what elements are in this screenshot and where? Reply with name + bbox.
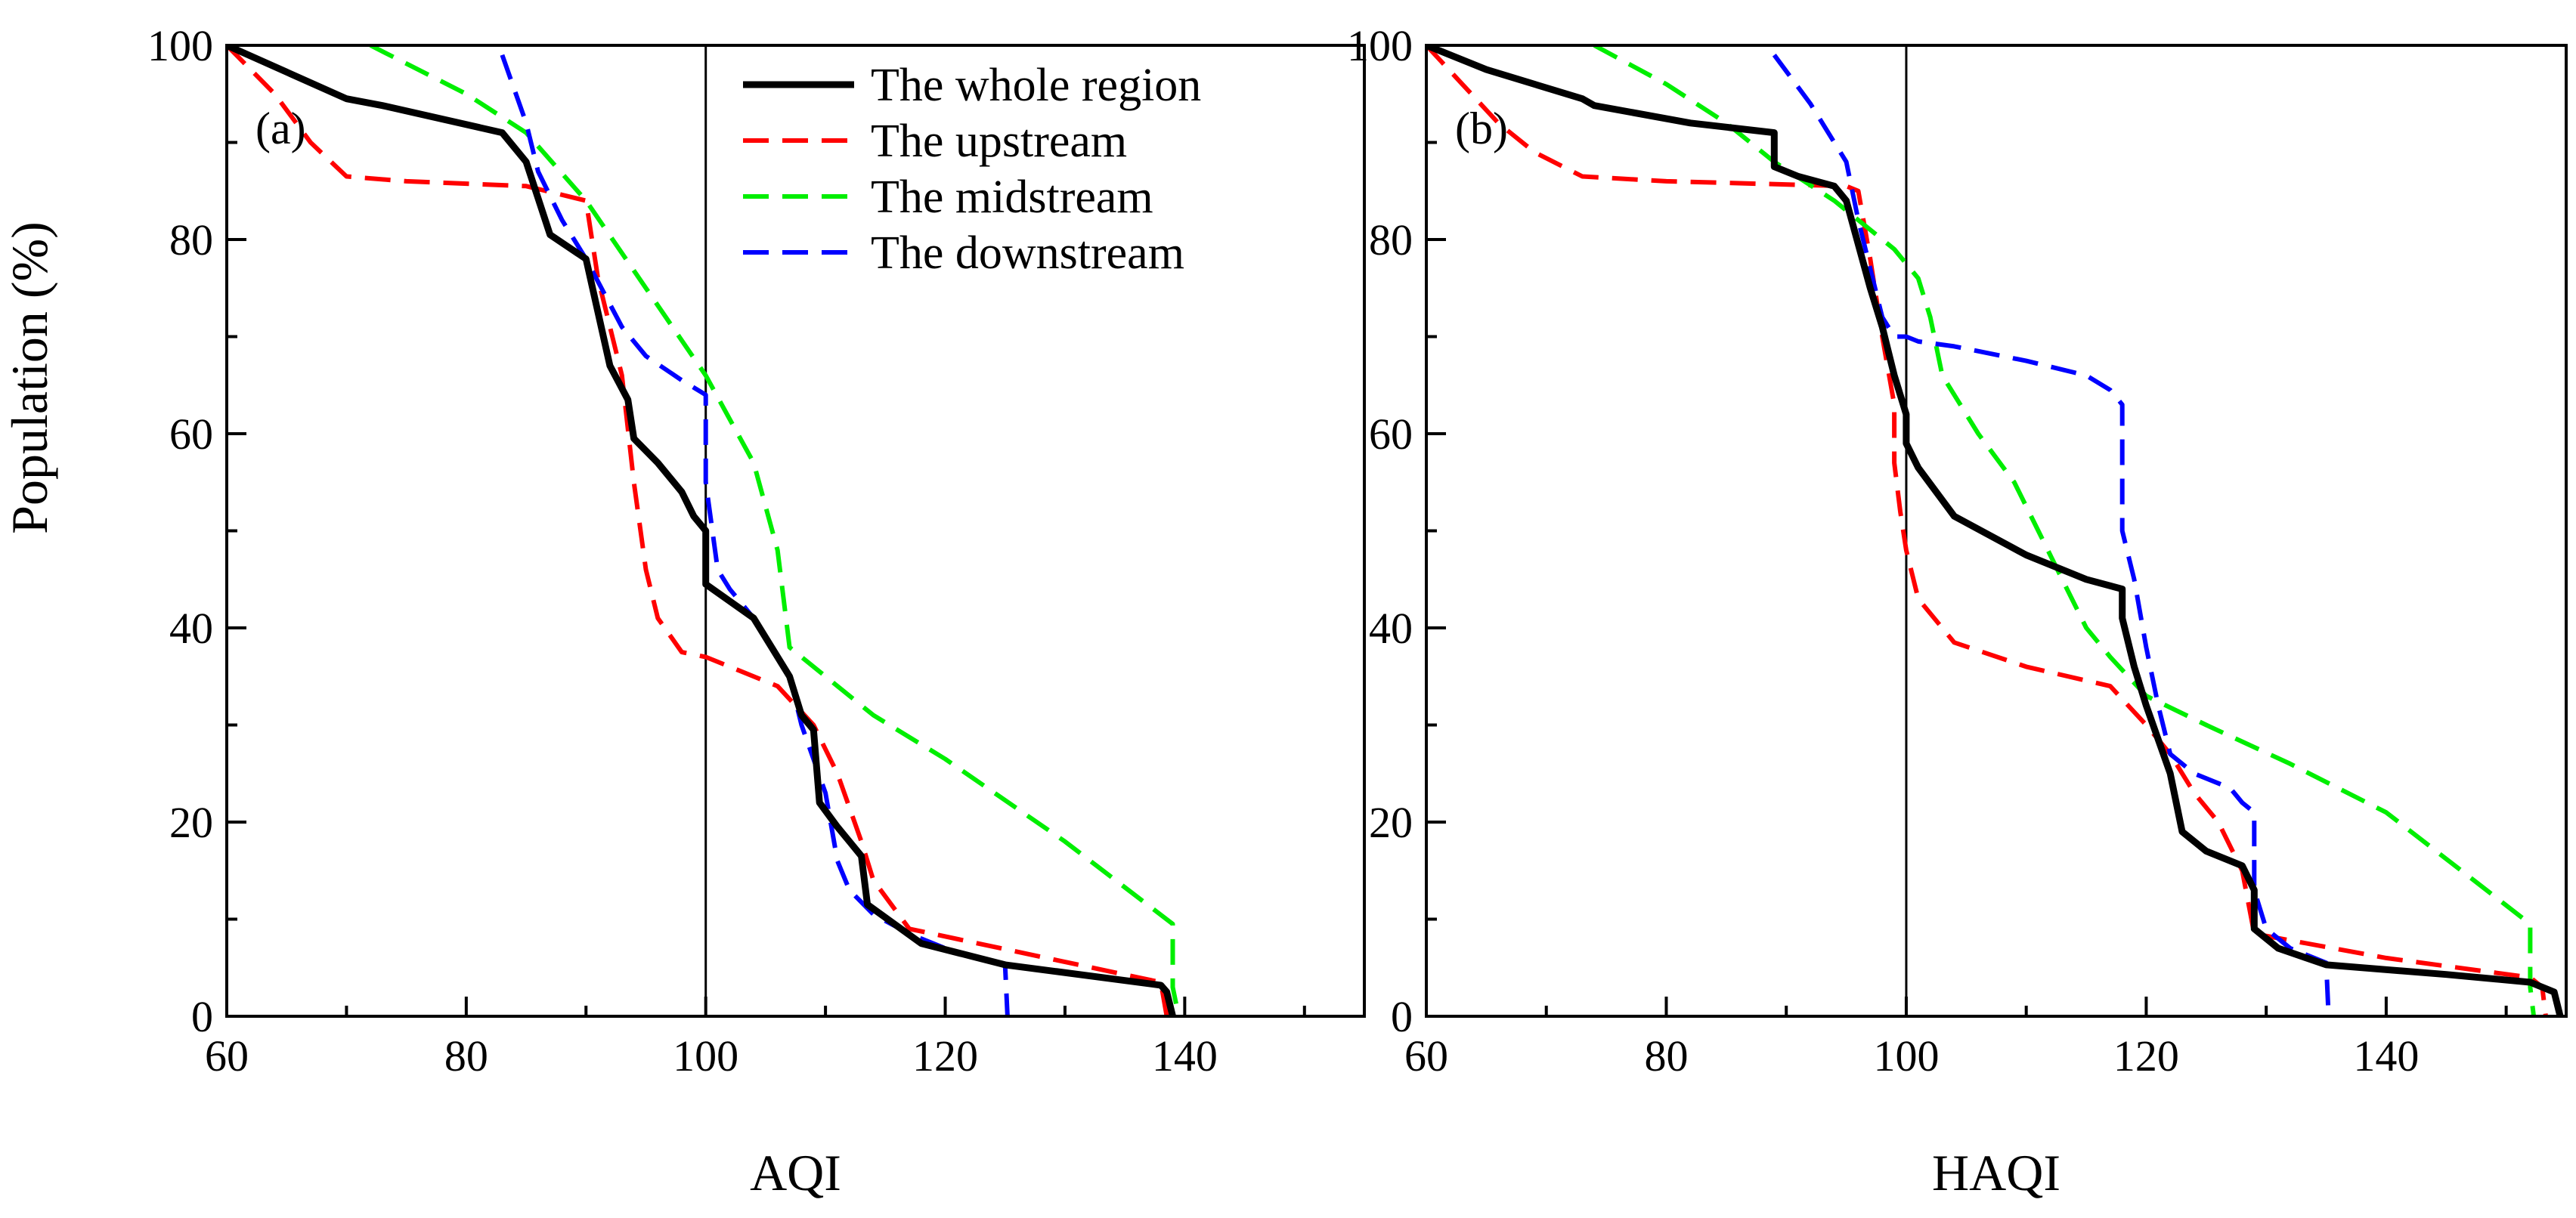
x-tick-label: 140	[1152, 1031, 1218, 1080]
panel-label-a: (a)	[255, 104, 306, 153]
y-tick-label: 0	[191, 992, 213, 1041]
series-line-b-the-whole-region	[1426, 45, 2564, 1016]
series-line-a-the-midstream	[369, 45, 1181, 1016]
panel-b-chart: 60 80 100 120 140 0 20 40 60 80 100 HAQI (b)	[1347, 21, 2568, 1201]
legend-label-3: The downstream	[871, 227, 1184, 279]
x-axis-title-a: AQI	[750, 1144, 841, 1201]
x-tick-label: 100	[673, 1031, 738, 1080]
x-tick-label: 140	[2353, 1031, 2419, 1080]
plot-frame-b	[1425, 44, 2568, 1018]
y-tick-label: 40	[1369, 604, 1413, 653]
panel-a-chart: 60 80 100 120 140 0 20 40 60 80 100 AQI (a)	[147, 21, 1366, 1201]
y-tick-label: 80	[169, 215, 213, 264]
series-line-a-the-whole-region	[227, 45, 1176, 1016]
plot-frame-a	[225, 44, 1366, 1018]
x-tick-label: 100	[1873, 1031, 1939, 1080]
y-tick-label: 80	[1369, 215, 1413, 264]
y-tick-label: 60	[1369, 410, 1413, 459]
series-line-b-the-midstream	[1593, 45, 2537, 1016]
x-tick-label: 120	[912, 1031, 978, 1080]
x-tick-label: 80	[1644, 1031, 1688, 1080]
y-tick-label: 100	[147, 21, 213, 70]
y-tick-label: 40	[169, 604, 213, 653]
x-tick-label: 80	[444, 1031, 488, 1080]
series-line-a-the-upstream	[227, 45, 1169, 1016]
legend-label-0: The whole region	[871, 60, 1201, 111]
y-tick-label: 20	[169, 798, 213, 847]
y-tick-label: 20	[1369, 798, 1413, 847]
x-tick-label: 120	[2113, 1031, 2179, 1080]
y-tick-label: 0	[1391, 992, 1413, 1041]
series-line-b-the-upstream	[1426, 45, 2548, 1016]
legend-label-1: The upstream	[871, 116, 1127, 167]
x-tick-label: 60	[205, 1031, 249, 1080]
y-tick-label: 60	[169, 410, 213, 459]
y-axis-title: Population (%)	[1, 221, 58, 534]
x-axis-title-b: HAQI	[1932, 1144, 2060, 1201]
y-tick-label: 100	[1347, 21, 1413, 70]
legend-label-2: The midstream	[871, 172, 1153, 223]
panel-label-b: (b)	[1455, 104, 1508, 153]
x-tick-label: 60	[1404, 1031, 1448, 1080]
